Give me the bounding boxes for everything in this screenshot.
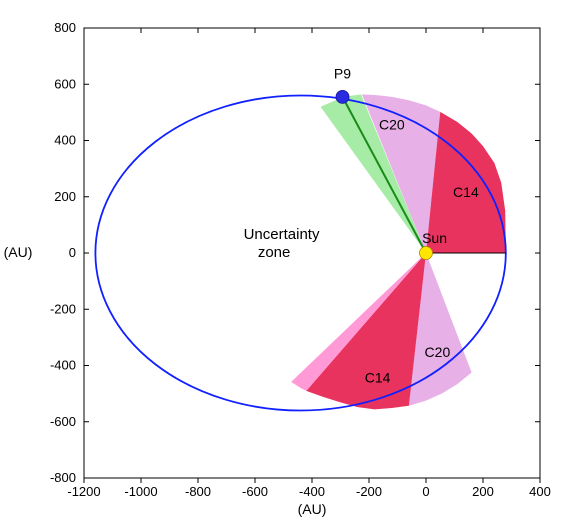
y-axis-label: (AU) <box>4 244 33 260</box>
x-tick-label: -400 <box>299 484 325 499</box>
y-tick-label: 0 <box>69 245 76 260</box>
y-tick-label: -800 <box>50 470 76 485</box>
p9-marker <box>336 90 349 103</box>
x-tick-label: -600 <box>242 484 268 499</box>
y-tick-label: 800 <box>54 20 76 35</box>
x-tick-label: 400 <box>529 484 551 499</box>
free-label-0: Uncertainty <box>244 226 320 243</box>
wedge-label-C20_lower: C20 <box>425 344 451 360</box>
y-tick-label: 200 <box>54 189 76 204</box>
x-tick-label: -1000 <box>124 484 157 499</box>
chart-svg: -1200 -1000 -800 -600 -400 -200 0 200 400 -800 -60… <box>0 0 580 526</box>
x-tick-label: 200 <box>472 484 494 499</box>
x-tick-label: 0 <box>422 484 429 499</box>
chart-root: -1200 -1000 -800 -600 -400 -200 0 200 400 -800 -60… <box>0 0 580 526</box>
x-tick-label: -1200 <box>67 484 100 499</box>
y-tick-label: 600 <box>54 76 76 91</box>
wedge-label-C14_upper: C14 <box>453 184 479 200</box>
wedge-label-C20_upper: C20 <box>379 116 405 132</box>
wedge-label-C14_lower: C14 <box>365 369 391 385</box>
free-label-1: zone <box>258 244 291 261</box>
y-tick-label: -600 <box>50 414 76 429</box>
y-tick-label: -200 <box>50 301 76 316</box>
p9-label: P9 <box>334 66 351 82</box>
sun-label: Sun <box>422 230 447 246</box>
y-tick-label: 400 <box>54 133 76 148</box>
x-axis-label: (AU) <box>298 501 327 517</box>
x-tick-label: -800 <box>185 484 211 499</box>
y-tick-label: -400 <box>50 358 76 373</box>
x-tick-label: -200 <box>356 484 382 499</box>
sun-marker <box>420 247 433 260</box>
